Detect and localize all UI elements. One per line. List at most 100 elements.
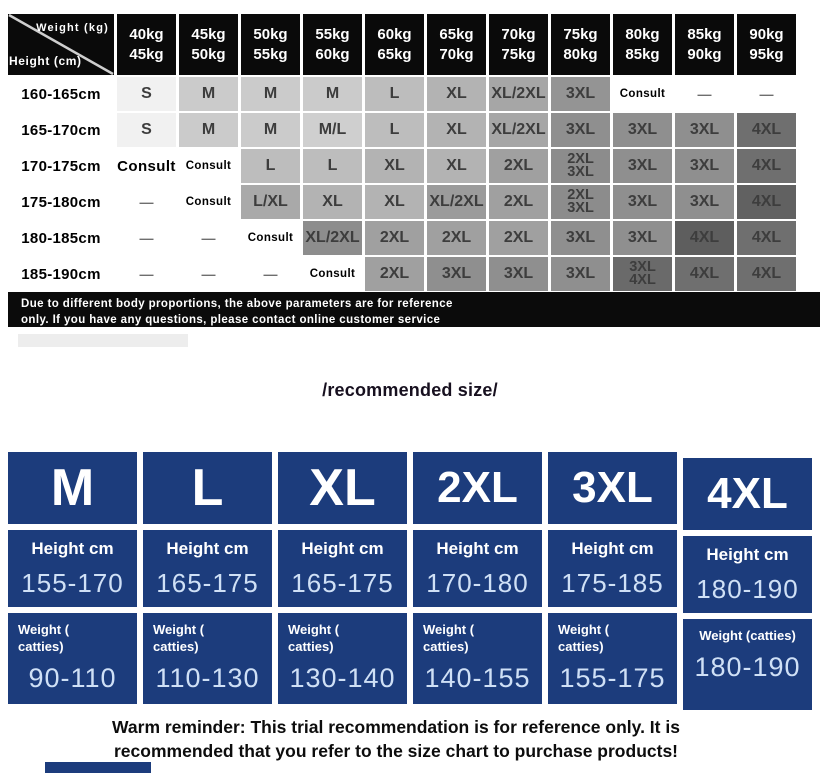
size-cell: Consult	[241, 221, 300, 255]
size-cell: 3XL	[613, 149, 672, 183]
size-cell: Consult	[117, 149, 176, 183]
weight-header-line1: 55kg	[315, 26, 350, 43]
height-box-value: 170-180	[426, 568, 529, 598]
weight-box: Weight (catties) 155-175	[548, 613, 677, 704]
size-cell-line: 3XL	[567, 200, 594, 216]
height-box-value: 165-175	[156, 568, 259, 598]
size-cell: 3XL	[675, 185, 734, 219]
warm-reminder-line2: recommended that you refer to the size c…	[114, 740, 678, 761]
height-box: Height cm 175-185	[548, 530, 677, 607]
size-cell: —	[737, 77, 796, 111]
weight-header-cell: 60kg 65kg	[365, 14, 424, 75]
size-cell: 3XL	[551, 113, 610, 147]
weight-box-label-line: catties)	[423, 638, 469, 654]
weight-header-line2: 95kg	[749, 45, 784, 63]
size-cell: 3XL	[613, 113, 672, 147]
height-box-label: Height cm	[301, 539, 384, 558]
weight-header-cell: 85kg 90kg	[675, 14, 734, 75]
table-header-row: Weight (kg) Height (cm) 40kg 45kg 45kg 50kg 50…	[8, 14, 796, 75]
weight-header-cell: 45kg 50kg	[179, 14, 238, 75]
size-cell: 4XL	[675, 257, 734, 291]
size-cell-line: 2XL	[567, 150, 594, 167]
weight-header-line1: 40kg	[129, 26, 164, 43]
diagonal-divider	[8, 14, 114, 75]
height-box: Height cm 165-175	[278, 530, 407, 607]
weight-box-label-line: Weight (	[423, 622, 475, 637]
size-cell: 2XL	[489, 185, 548, 219]
size-cell: XL/2XL	[427, 185, 486, 219]
size-cell: M	[303, 77, 362, 111]
size-label-box: M	[8, 452, 137, 524]
size-cell: XL	[427, 149, 486, 183]
height-box-label: Height cm	[436, 539, 519, 558]
weight-box-value: 110-130	[155, 662, 260, 693]
weight-header-line2: 90kg	[687, 45, 722, 63]
corner-height-label: Height (cm)	[9, 54, 82, 68]
corner-weight-label: Weight (kg)	[36, 22, 109, 34]
size-cell: XL/2XL	[489, 77, 548, 111]
weight-header-line1: 85kg	[687, 26, 722, 43]
disclaimer-line2: only. If you have any questions, please …	[21, 314, 441, 327]
size-cell: 3XL	[551, 221, 610, 255]
height-row-header: 180-185cm	[8, 221, 114, 255]
height-box-value: 165-175	[291, 568, 394, 598]
weight-box-value: 130-140	[289, 662, 396, 693]
size-label-box: XL	[278, 452, 407, 524]
size-cell: XL	[427, 113, 486, 147]
weight-box-label-line: Weight (	[558, 622, 610, 637]
weight-box-label-line: catties)	[153, 638, 199, 654]
weight-header-line1: 75kg	[563, 26, 598, 43]
recommended-size-grid: M Height cm 155-170 Weight (catties) 90-110 L…	[8, 452, 812, 710]
table-row: 160-165cm S M M M L XL XL/2XL 3XL Consult — —	[8, 77, 796, 111]
size-cell-line: 3XL	[629, 258, 656, 275]
weight-header-cell: 90kg 95kg	[737, 14, 796, 75]
size-cell: 4XL	[737, 149, 796, 183]
size-cell: 3XL 4XL	[613, 257, 672, 291]
size-cell: 4XL	[737, 113, 796, 147]
weight-box-label-line: Weight (	[288, 622, 340, 637]
weight-box-label: Weight (catties)	[699, 628, 796, 643]
height-box-label: Height cm	[571, 539, 654, 558]
size-cell: XL	[303, 185, 362, 219]
size-cell: L/XL	[241, 185, 300, 219]
size-cell: 3XL	[551, 77, 610, 111]
height-box-value: 155-170	[21, 568, 124, 598]
weight-header-line2: 50kg	[191, 45, 226, 63]
table-row: 175-180cm — Consult L/XL XL XL XL/2XL 2XL 2XL 3XL…	[8, 185, 796, 219]
height-box-value: 180-190	[696, 574, 799, 604]
size-cell: M	[241, 113, 300, 147]
size-label-box: 4XL	[683, 458, 812, 530]
weight-box-label: Weight (catties)	[288, 622, 397, 656]
size-chart-table: Weight (kg) Height (cm) 40kg 45kg 45kg 50kg 50…	[8, 14, 796, 291]
warm-reminder: Warm reminder: This trial recommendation…	[0, 716, 806, 763]
weight-header-line2: 75kg	[501, 45, 536, 63]
weight-header-cell: 65kg 70kg	[427, 14, 486, 75]
size-cell: 3XL	[675, 149, 734, 183]
weight-box-label-line: catties)	[288, 638, 334, 654]
size-cell: —	[675, 77, 734, 111]
height-box-label: Height cm	[706, 545, 789, 564]
height-row-header: 185-190cm	[8, 257, 114, 291]
size-cell: 2XL	[489, 221, 548, 255]
weight-header-line1: 50kg	[253, 26, 288, 43]
weight-header-line1: 80kg	[625, 26, 660, 43]
height-box: Height cm 155-170	[8, 530, 137, 607]
weight-header-cell: 75kg 80kg	[551, 14, 610, 75]
height-box-label: Height cm	[166, 539, 249, 558]
size-cell: 4XL	[737, 185, 796, 219]
weight-box: Weight (catties) 130-140	[278, 613, 407, 704]
size-cell: XL	[365, 185, 424, 219]
size-cell: 3XL	[675, 113, 734, 147]
size-cell: L	[365, 113, 424, 147]
weight-header-line2: 85kg	[625, 45, 660, 63]
weight-box-label: Weight (catties)	[153, 622, 262, 656]
weight-header-line1: 65kg	[439, 26, 474, 43]
weight-box-value: 90-110	[28, 662, 117, 693]
corner-header-cell: Weight (kg) Height (cm)	[8, 14, 114, 75]
size-cell: 4XL	[737, 221, 796, 255]
size-cell: Consult	[613, 77, 672, 111]
weight-header-line2: 55kg	[253, 45, 288, 63]
size-label-box: 2XL	[413, 452, 542, 524]
size-cell: 4XL	[675, 221, 734, 255]
size-cell: Consult	[179, 149, 238, 183]
